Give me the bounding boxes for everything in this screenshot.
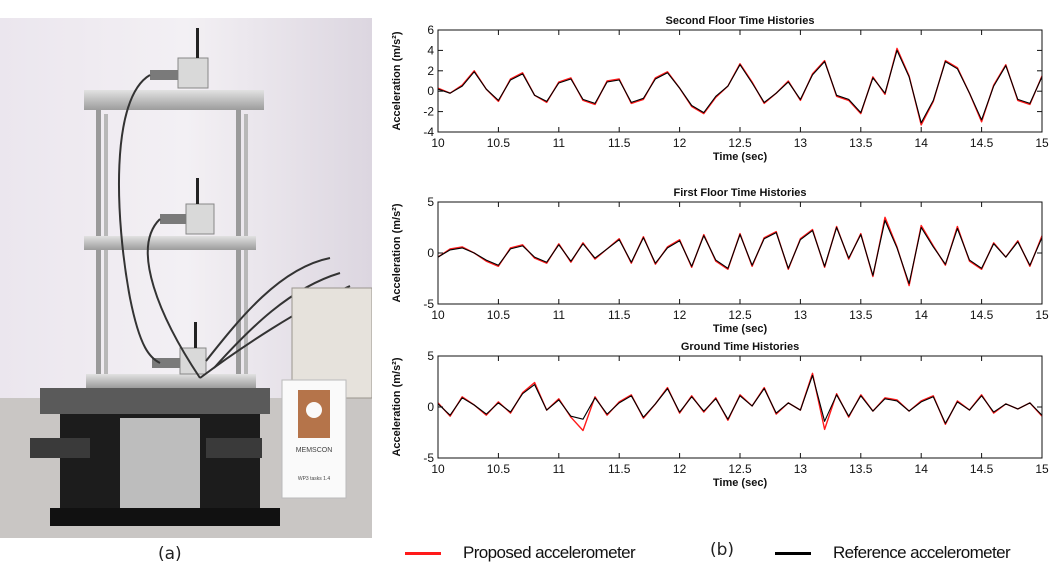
legend-label-proposed: Proposed accelerometer <box>463 543 636 562</box>
series-line-reference-accelerometer <box>437 49 1043 124</box>
chart-first-floor-svg: First Floor Time Histories 10 10.5 11 11.5 12… <box>391 187 1049 335</box>
x-tick-label: 14.5 <box>970 462 994 476</box>
x-tick-label: 13 <box>794 462 808 476</box>
x-tick-label: 12.5 <box>728 462 752 476</box>
legend-item-proposed: Proposed accelerometer <box>405 538 636 568</box>
y-tick-label: -4 <box>423 125 434 139</box>
y-tick-label: 5 <box>427 349 434 363</box>
ground-slab <box>86 374 256 388</box>
shake-table-illustration: MEMSCON WP3 tasks 1.4 <box>0 18 373 538</box>
second-floor-slab <box>84 90 264 110</box>
x-tick-label: 10 <box>431 308 445 322</box>
legend-line-reference <box>775 551 811 555</box>
shake-table-top <box>40 388 270 414</box>
y-tick-label: -5 <box>423 451 434 465</box>
x-tick-label: 13.5 <box>849 136 873 150</box>
x-tick-label: 14 <box>915 136 929 150</box>
x-tick-label: 12 <box>673 136 687 150</box>
shake-table-photo: MEMSCON WP3 tasks 1.4 <box>0 18 373 538</box>
chart-first-floor: First Floor Time Histories 10 10.5 11 11.5 12… <box>380 180 1053 345</box>
sign-title: MEMSCON <box>296 447 333 454</box>
x-tick-label: 13 <box>794 308 808 322</box>
x-tick-label: 15 <box>1035 308 1049 322</box>
caption-b: (b) <box>710 540 735 560</box>
y-tick-label: 0 <box>427 84 434 98</box>
series-line-proposed-accelerometer <box>437 47 1043 126</box>
x-tick-label: 11 <box>553 136 566 150</box>
x-tick-label: 15 <box>1035 136 1049 150</box>
x-tick-label: 12 <box>673 462 687 476</box>
y-tick-label: -5 <box>423 297 434 311</box>
x-tick-label: 15 <box>1035 462 1049 476</box>
legend: Proposed accelerometer Reference acceler… <box>405 538 1053 568</box>
chart-ground: Ground Time Histories 10 10.5 11 11.5 12 12.5 1… <box>380 334 1053 499</box>
x-tick-label: 10 <box>431 462 445 476</box>
series-line-reference-accelerometer <box>437 219 1043 285</box>
y-tick-label: -2 <box>423 105 434 119</box>
x-tick-label: 14.5 <box>970 308 994 322</box>
x-tick-label: 13.5 <box>849 308 873 322</box>
plot-frame <box>437 29 1043 133</box>
sign-subtitle: WP3 tasks 1.4 <box>298 476 330 482</box>
series-line-proposed-accelerometer <box>437 372 1043 432</box>
sensor-node-second-floor <box>150 28 209 89</box>
y-tick-label: 4 <box>427 43 434 57</box>
y-axis-label: Acceleration (m/s²) <box>391 31 403 130</box>
x-tick-label: 12.5 <box>728 308 752 322</box>
y-tick-label: 6 <box>427 23 434 37</box>
chart-second-floor: Second Floor Time Histories 10 10.5 11 11.5 1… <box>380 8 1053 173</box>
series-line-reference-accelerometer <box>437 374 1043 424</box>
plot-frame <box>437 201 1043 305</box>
x-tick-label: 14 <box>915 308 929 322</box>
legend-label-reference: Reference accelerometer <box>833 543 1011 562</box>
chart-second-floor-svg: Second Floor Time Histories 10 10.5 11 11.5 1… <box>391 15 1049 163</box>
chart-ground-svg: Ground Time Histories 10 10.5 11 11.5 12 12.5 1… <box>391 341 1049 489</box>
x-tick-label: 10 <box>431 136 445 150</box>
x-tick-label: 12 <box>673 308 687 322</box>
x-axis-label: Time (sec) <box>713 477 768 489</box>
x-tick-label: 10.5 <box>487 308 511 322</box>
y-tick-label: 0 <box>427 246 434 260</box>
y-tick-label: 5 <box>427 195 434 209</box>
chart-title: First Floor Time Histories <box>673 187 806 199</box>
chart-title: Ground Time Histories <box>681 341 799 353</box>
chart-title: Second Floor Time Histories <box>666 15 815 27</box>
x-tick-label: 11 <box>553 462 566 476</box>
x-tick-label: 11 <box>553 308 566 322</box>
legend-line-proposed <box>405 551 441 555</box>
x-axis-label: Time (sec) <box>713 151 768 163</box>
x-tick-label: 10.5 <box>487 462 511 476</box>
x-tick-label: 12.5 <box>728 136 752 150</box>
legend-item-reference: Reference accelerometer <box>775 538 1011 568</box>
x-tick-label: 13 <box>794 136 808 150</box>
y-tick-label: 0 <box>427 400 434 414</box>
x-tick-label: 14 <box>915 462 929 476</box>
plot-frame <box>437 355 1043 459</box>
x-tick-label: 10.5 <box>487 136 511 150</box>
y-axis-label: Acceleration (m/s²) <box>391 357 403 456</box>
x-tick-label: 13.5 <box>849 462 873 476</box>
sensor-node-first-floor <box>160 178 215 235</box>
y-axis-label: Acceleration (m/s²) <box>391 203 403 302</box>
memscon-sign: MEMSCON WP3 tasks 1.4 <box>281 379 347 499</box>
x-tick-label: 14.5 <box>970 136 994 150</box>
x-axis-label: Time (sec) <box>713 323 768 335</box>
x-tick-label: 11.5 <box>608 308 631 322</box>
x-tick-label: 11.5 <box>608 462 631 476</box>
y-tick-label: 2 <box>427 64 434 78</box>
caption-a: (a) <box>158 544 182 564</box>
first-floor-slab <box>84 236 256 250</box>
x-tick-label: 11.5 <box>608 136 631 150</box>
